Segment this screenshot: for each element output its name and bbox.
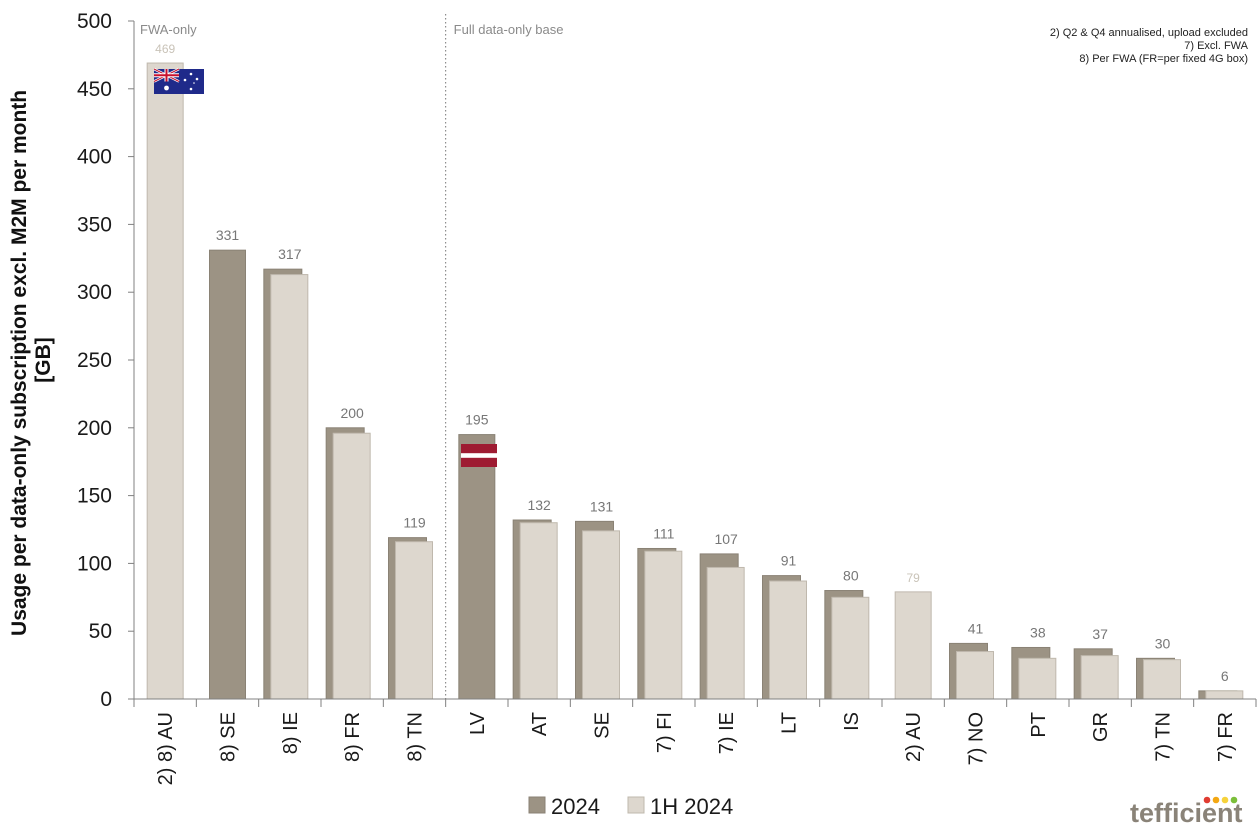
y-tick-label: 0 [100,688,112,711]
tefficient-logo: tefficient [1130,796,1243,823]
x-tick-label: SE [592,712,614,739]
x-tick-label: LV [467,711,489,735]
bar-1h-2024 [146,62,184,700]
bar-1h-2024 [644,550,683,700]
footnotes: 2) Q2 & Q4 annualised, upload excluded7)… [1050,27,1249,65]
data-label: 111 [653,525,674,541]
x-tick-label: 2) AU [903,712,925,762]
x-axis: 2) 8) AU 8) SE 8) IE 8) FR 8) TN LV AT SE 7) FI 7… [133,698,1257,785]
bar-1h-2024 [769,580,807,700]
legend: 2024 1H 2024 [528,794,733,819]
bar-1h-2024 [956,651,994,700]
data-label: 38 [1030,624,1046,640]
bar-1h-2024 [270,274,309,700]
x-tick-label: GR [1090,712,1112,742]
x-tick-label: 7) IE [716,712,738,754]
x-tick-label: 8) FR [342,712,364,762]
data-label: 200 [340,405,364,421]
x-tick-label: 7) FI [654,712,676,753]
legend-swatch-1h-2024 [627,796,645,814]
x-tick-label: 2) 8) AU [155,712,177,785]
x-tick-label: 7) TN [1153,712,1175,762]
section-label-fwa-only: FWA-only [140,22,197,37]
bar-1h-2024 [706,566,745,700]
x-tick-label: 8) SE [218,712,240,762]
bars [146,62,1244,700]
data-label: 107 [714,531,738,547]
data-label: 79 [906,571,920,585]
section-label-full-base: Full data-only base [454,22,564,37]
data-label: 131 [590,498,614,514]
data-label: 317 [278,246,302,262]
y-tick-label: 150 [77,485,112,508]
x-tick-label: IS [841,712,863,731]
legend-label-2024: 2024 [551,794,600,819]
australia-flag-icon [153,67,204,94]
bar-1h-2024 [1205,690,1244,700]
y-tick-label: 100 [77,552,112,575]
data-label: 37 [1092,626,1108,642]
x-tick-label: AT [529,712,551,736]
y-tick-label: 250 [77,349,112,372]
legend-label-1h-2024: 1H 2024 [650,794,733,819]
y-tick-label: 200 [77,417,112,440]
y-tick-label: 350 [77,213,112,236]
data-labels: 469 331 317 200 119 195 132 131 111 107 91 80 79 41 38… [155,42,1229,684]
data-label: 195 [465,412,489,428]
bar-1h-2024 [1143,659,1181,700]
data-label: 41 [968,620,984,636]
y-axis: 0 50 100 150 200 250 300 350 400 450 500 [77,10,135,711]
sections: FWA-only Full data-only base [140,14,564,699]
x-tick-label: 8) IE [280,712,302,754]
bar-1h-2024 [1018,657,1057,700]
x-tick-label: 7) FR [1215,712,1237,762]
x-tick-label: LT [779,712,801,734]
data-label: 80 [843,568,859,584]
data-label: 119 [403,515,426,531]
data-label: 132 [527,497,551,513]
bar-1h-2024 [395,541,433,700]
footnote: 2) Q2 & Q4 annualised, upload excluded [1050,27,1248,39]
y-tick-label: 400 [77,146,112,169]
x-tick-label: 8) TN [405,712,427,762]
y-axis-label: Usage per data-only subscription excl. M… [8,84,55,636]
data-label: 6 [1221,668,1229,684]
latvia-flag-icon [461,444,497,467]
y-tick-label: 500 [77,10,112,33]
footnote: 7) Excl. FWA [1184,40,1248,52]
bar-1h-2024 [582,530,620,700]
y-tick-label: 50 [89,620,112,643]
data-label: 331 [216,227,240,243]
y-tick-label: 450 [77,78,112,101]
data-label: 30 [1155,635,1171,651]
data-label: 91 [781,553,797,569]
y-tick-label: 300 [77,281,112,304]
data-label: 469 [155,42,175,56]
footnote: 8) Per FWA (FR=per fixed 4G box) [1079,53,1248,65]
bar-2024 [458,434,496,700]
bar-1h-2024 [894,591,932,700]
bar-1h-2024 [831,596,870,700]
x-tick-label: 7) NO [966,712,988,765]
x-tick-label: PT [1028,712,1050,738]
legend-swatch-2024 [528,796,546,814]
bar-2024 [209,249,246,700]
bar-1h-2024 [332,432,371,700]
bar-1h-2024 [519,522,558,700]
bar-1h-2024 [1080,655,1119,700]
